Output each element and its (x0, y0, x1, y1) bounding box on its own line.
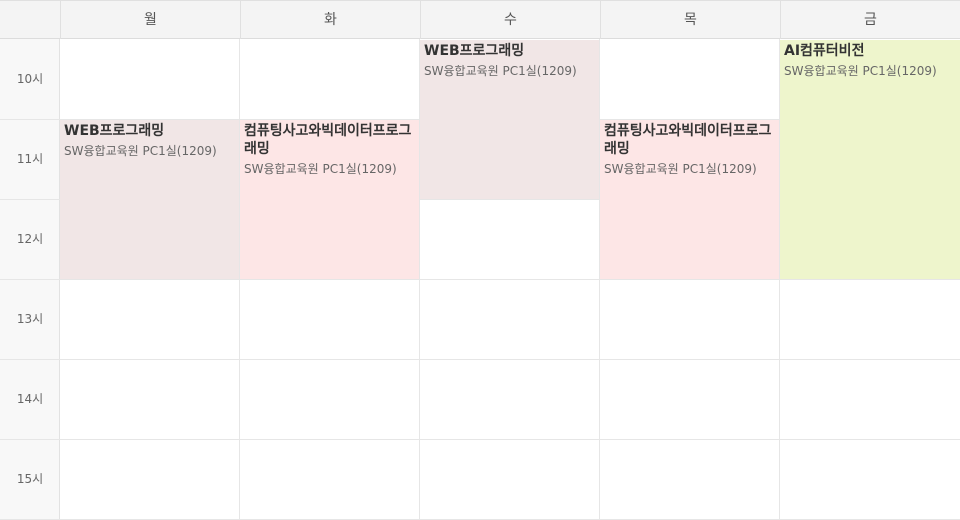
day-header-wed: 수 (420, 1, 600, 39)
class-block-thu-bigdata[interactable]: 컴퓨팅사고와빅데이터프로그래밍 SW융합교육원 PC1실(1209) (600, 120, 779, 279)
grid-row-line (0, 439, 960, 440)
class-room: SW융합교육원 PC1실(1209) (244, 162, 397, 176)
day-header-fri: 금 (780, 1, 960, 39)
class-block-wed-web[interactable]: WEB프로그래밍 SW융합교육원 PC1실(1209) (420, 40, 599, 199)
class-room: SW융합교육원 PC1실(1209) (604, 162, 757, 176)
day-header-row: 월 화 수 목 금 (0, 0, 960, 39)
grid-row-line (0, 279, 960, 280)
class-title: 컴퓨팅사고와빅데이터프로그래밍 (604, 123, 772, 157)
day-header-mon: 월 (60, 1, 240, 39)
time-label-14: 14시 (16, 392, 44, 406)
time-label-12: 12시 (16, 232, 44, 246)
time-label-11: 11시 (16, 152, 44, 166)
class-room: SW융합교육원 PC1실(1209) (784, 64, 937, 78)
day-header-tue: 화 (240, 1, 420, 39)
grid-row-line (0, 199, 960, 200)
class-block-fri-ai[interactable]: AI컴퓨터비전 SW융합교육원 PC1실(1209) (780, 40, 960, 279)
time-label-13: 13시 (16, 312, 44, 326)
time-label-15: 15시 (16, 472, 44, 486)
grid-col-line (419, 39, 420, 520)
class-title: 컴퓨팅사고와빅데이터프로그래밍 (244, 123, 412, 157)
class-room: SW융합교육원 PC1실(1209) (424, 64, 577, 78)
grid-col-line (779, 39, 780, 520)
time-label-10: 10시 (16, 72, 44, 86)
grid-row-line (0, 359, 960, 360)
class-block-tue-bigdata[interactable]: 컴퓨팅사고와빅데이터프로그래밍 SW융합교육원 PC1실(1209) (240, 120, 419, 279)
day-header-thu: 목 (600, 1, 780, 39)
grid-col-line (239, 39, 240, 520)
grid-col-line (599, 39, 600, 520)
class-room: SW융합교육원 PC1실(1209) (64, 144, 217, 158)
class-title: WEB프로그래밍 (424, 43, 525, 59)
class-block-mon-web[interactable]: WEB프로그래밍 SW융합교육원 PC1실(1209) (60, 120, 239, 279)
class-title: WEB프로그래밍 (64, 123, 165, 139)
header-corner (0, 1, 60, 39)
class-title: AI컴퓨터비전 (784, 43, 865, 59)
